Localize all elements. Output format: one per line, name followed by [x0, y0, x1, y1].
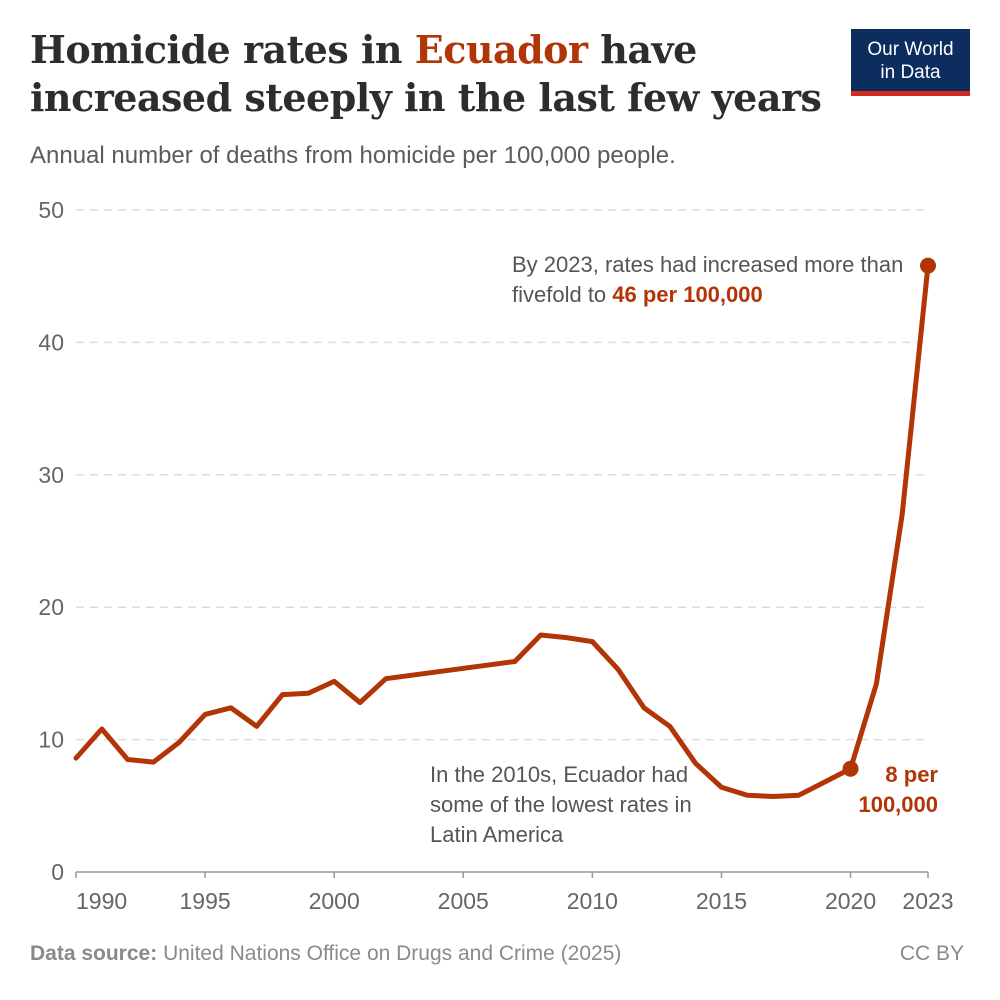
point-label-line: 100,000: [858, 792, 938, 817]
annotation-text: By 2023, rates had increased more than f…: [512, 252, 904, 307]
point-label-line: 8 per: [885, 762, 938, 787]
title-highlight: Ecuador: [414, 27, 588, 72]
y-tick-label: 50: [38, 197, 64, 223]
logo-line: Our World: [867, 39, 954, 60]
annotation-bold: 46 per 100,000: [612, 282, 763, 307]
logo-line: in Data: [880, 62, 941, 83]
data-point: [920, 257, 936, 274]
annotation-low: In the 2010s, Ecuador had some of the lo…: [430, 762, 692, 847]
source-text[interactable]: United Nations Office on Drugs and Crime…: [163, 942, 622, 965]
x-tick-label: 1990: [76, 888, 127, 914]
annotation-top: By 2023, rates had increased more than f…: [512, 250, 912, 310]
license[interactable]: CC BY: [899, 942, 964, 965]
x-tick-label: 1995: [180, 888, 231, 914]
x-tick-label: 2000: [309, 888, 360, 914]
x-tick-label: 2005: [438, 888, 489, 914]
title-part: have increased steeply in the last few y…: [30, 27, 822, 120]
x-tick-label: 2023: [902, 888, 953, 914]
x-tick-label: 2015: [696, 888, 747, 914]
y-tick-label: 40: [38, 329, 64, 355]
series-line: [73, 263, 931, 800]
y-tick-label: 20: [38, 594, 64, 620]
chart-title: Homicide rates in Ecuador have increased…: [30, 26, 830, 122]
owid-logo[interactable]: Our World in Data: [851, 29, 970, 96]
y-tick-label: 0: [51, 859, 64, 885]
chart-subtitle: Annual number of deaths from homicide pe…: [30, 142, 676, 169]
x-tick-label: 2020: [825, 888, 876, 914]
data-point: [842, 760, 859, 777]
data-source: Data source: United Nations Office on Dr…: [30, 942, 621, 966]
y-tick-label: 30: [38, 462, 64, 488]
point-label-2020: 8 per 100,000: [830, 760, 938, 820]
x-tick-label: 2010: [567, 888, 618, 914]
title-part: Homicide rates in: [30, 27, 415, 72]
source-label: Data source:: [30, 942, 158, 965]
y-tick-label: 10: [38, 727, 64, 753]
